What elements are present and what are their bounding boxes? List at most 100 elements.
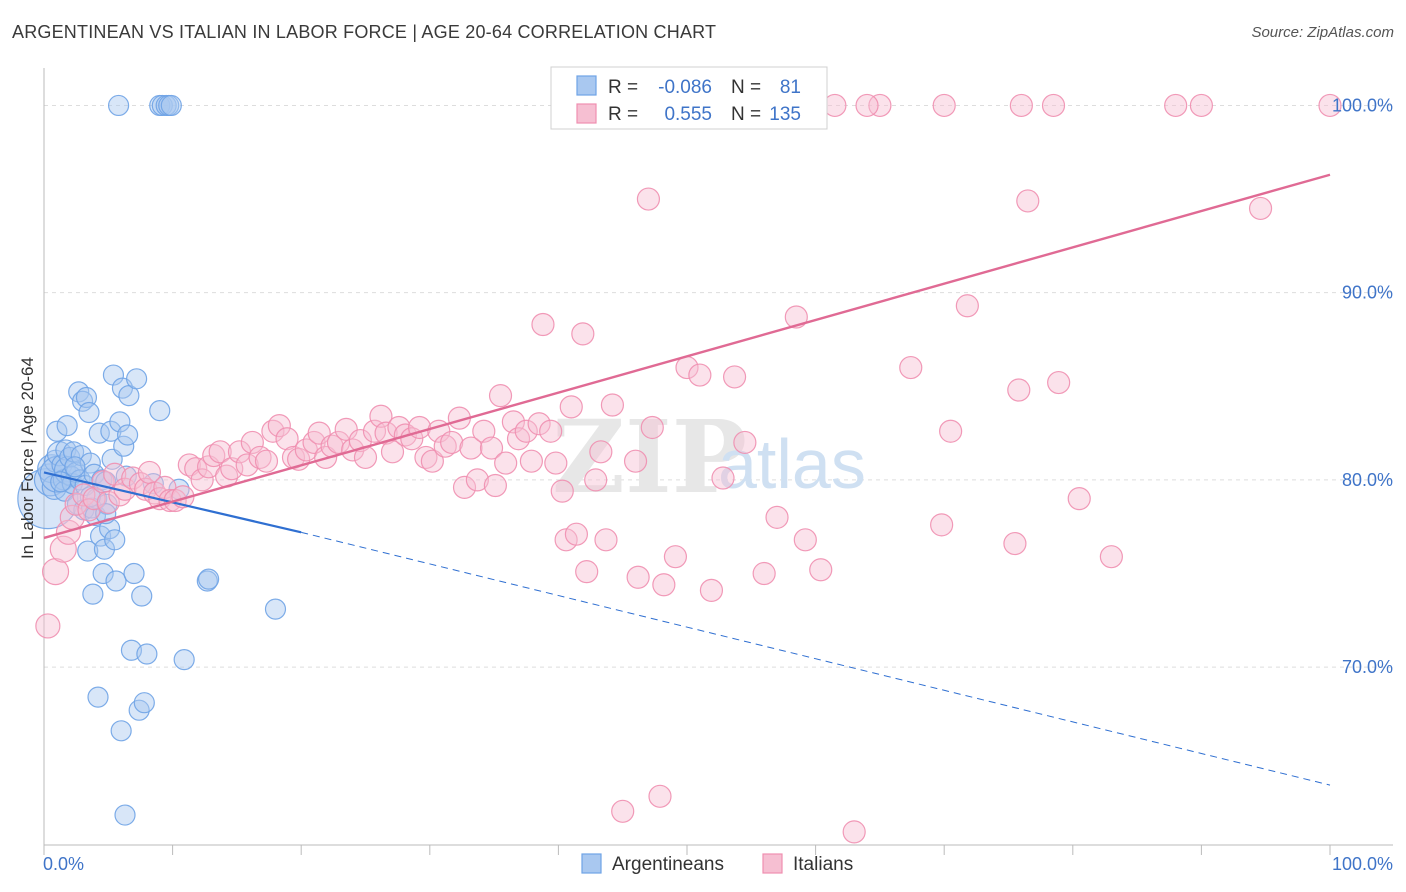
legend-n-label-1: N = bbox=[731, 77, 761, 98]
argentinean-point-66 bbox=[149, 400, 171, 422]
italian-point-1 bbox=[41, 558, 70, 586]
watermark-atlas: atlas bbox=[718, 425, 866, 503]
italian-point-81 bbox=[544, 451, 568, 475]
argentinean-point-53 bbox=[113, 435, 135, 457]
italian-point-105 bbox=[733, 430, 757, 455]
italian-point-61 bbox=[420, 449, 444, 473]
italian-point-114 bbox=[939, 419, 963, 443]
italian-point-52 bbox=[362, 419, 387, 443]
argentinean-point-22 bbox=[70, 444, 92, 467]
argentinean-point-48 bbox=[105, 570, 127, 592]
italian-point-98 bbox=[652, 573, 676, 597]
trend-lines bbox=[43, 173, 1331, 786]
x-tick-label-100: 100.0% bbox=[1332, 854, 1393, 874]
italian-point-29 bbox=[208, 440, 232, 464]
legend-r-value-1: -0.086 bbox=[658, 77, 712, 98]
argentinean-point-47 bbox=[104, 529, 126, 551]
italian-point-92 bbox=[611, 799, 635, 823]
italian-point-78 bbox=[527, 412, 551, 436]
italian-point-104 bbox=[722, 365, 747, 389]
y-tick-label-90: 90.0% bbox=[1342, 283, 1393, 303]
legend-n-value-1: 81 bbox=[780, 77, 801, 98]
italian-point-21 bbox=[158, 488, 182, 513]
italian-point-106 bbox=[752, 561, 776, 586]
italian-point-116 bbox=[1003, 531, 1027, 556]
argentinean-point-37 bbox=[89, 525, 112, 547]
italian-point-70 bbox=[479, 436, 504, 460]
italian-point-33 bbox=[235, 453, 259, 477]
italian-point-111 bbox=[842, 820, 866, 844]
italian-point-115 bbox=[955, 294, 979, 318]
argentinean-point-12 bbox=[56, 415, 78, 437]
italian-point-76 bbox=[514, 419, 538, 443]
italian-point-101 bbox=[688, 363, 712, 387]
argentinean-point-28 bbox=[78, 401, 100, 424]
argentinean-trend-dashed bbox=[301, 531, 1331, 786]
argentinean-point-75 bbox=[198, 568, 220, 590]
italian-point-107 bbox=[765, 505, 789, 529]
italian-point-120 bbox=[1067, 487, 1091, 511]
italian-point-26 bbox=[190, 468, 214, 492]
legend-box bbox=[550, 66, 828, 130]
italian-point-133 bbox=[855, 93, 879, 118]
legend-n-value-2: 135 bbox=[769, 104, 801, 125]
italian-point-89 bbox=[589, 440, 613, 464]
italian-point-24 bbox=[177, 453, 201, 477]
argentinean-point-27 bbox=[77, 540, 99, 562]
italian-point-118 bbox=[1016, 189, 1040, 213]
italian-point-125 bbox=[932, 93, 956, 118]
italian-point-113 bbox=[930, 513, 954, 537]
italian-point-66 bbox=[452, 475, 477, 499]
italian-point-60 bbox=[414, 445, 438, 470]
y-axis-label: In Labor Force | Age 20-64 bbox=[18, 357, 37, 559]
italian-point-129 bbox=[1189, 93, 1214, 118]
correlation-legend: R = -0.086 N = 81 R = 0.555 N = 135 bbox=[550, 66, 828, 130]
argentinean-point-63 bbox=[133, 692, 155, 714]
italian-point-39 bbox=[275, 427, 299, 451]
italian-point-119 bbox=[1047, 370, 1071, 395]
argentinean-point-35 bbox=[87, 686, 109, 708]
italian-trend-solid bbox=[43, 173, 1331, 540]
argentinean-point-60 bbox=[125, 368, 148, 390]
x-tick-labels: 0.0% 100.0% bbox=[43, 854, 1393, 874]
italian-point-121 bbox=[1099, 545, 1123, 569]
italian-point-63 bbox=[433, 434, 457, 458]
watermark: ZIP atlas bbox=[552, 398, 866, 516]
argentinean-point-74 bbox=[196, 570, 218, 592]
italian-point-35 bbox=[248, 445, 272, 470]
italian-point-71 bbox=[483, 473, 507, 498]
italian-point-64 bbox=[440, 430, 464, 455]
italian-point-3 bbox=[55, 519, 82, 545]
argentinean-point-50 bbox=[109, 411, 131, 433]
chart-source: Source: ZipAtlas.com bbox=[1251, 24, 1394, 41]
italian-point-82 bbox=[550, 479, 574, 503]
italian-point-68 bbox=[465, 468, 489, 492]
argentinean-point-31 bbox=[82, 583, 104, 605]
series-swatch-italian bbox=[762, 853, 783, 874]
italian-point-110 bbox=[809, 558, 833, 582]
italian-point-93 bbox=[626, 565, 650, 589]
italian-point-128 bbox=[1164, 93, 1188, 118]
italian-point-94 bbox=[623, 449, 648, 473]
argentinean-point-62 bbox=[131, 585, 153, 607]
italian-point-36 bbox=[254, 449, 279, 473]
italian-point-83 bbox=[554, 528, 578, 552]
italian-point-97 bbox=[648, 784, 672, 808]
italian-point-112 bbox=[899, 355, 923, 380]
series-legend: Argentineans Italians bbox=[581, 853, 853, 875]
italian-point-73 bbox=[494, 451, 518, 475]
argentinean-point-59 bbox=[123, 562, 145, 585]
argentinean-point-64 bbox=[136, 643, 158, 665]
italian-point-126 bbox=[1009, 93, 1033, 118]
italian-point-117 bbox=[1007, 378, 1031, 402]
argentinean-point-71 bbox=[160, 94, 182, 117]
argentinean-point-51 bbox=[110, 720, 132, 742]
legend-swatch-italian bbox=[576, 103, 597, 124]
y-tick-label-100: 100.0% bbox=[1332, 95, 1393, 115]
argentinean-point-73 bbox=[173, 649, 195, 671]
italian-point-5 bbox=[64, 492, 88, 516]
legend-swatch-argentinean bbox=[576, 75, 597, 96]
italian-point-103 bbox=[711, 466, 735, 490]
italian-point-80 bbox=[539, 419, 563, 443]
italian-point-130 bbox=[1318, 93, 1342, 118]
